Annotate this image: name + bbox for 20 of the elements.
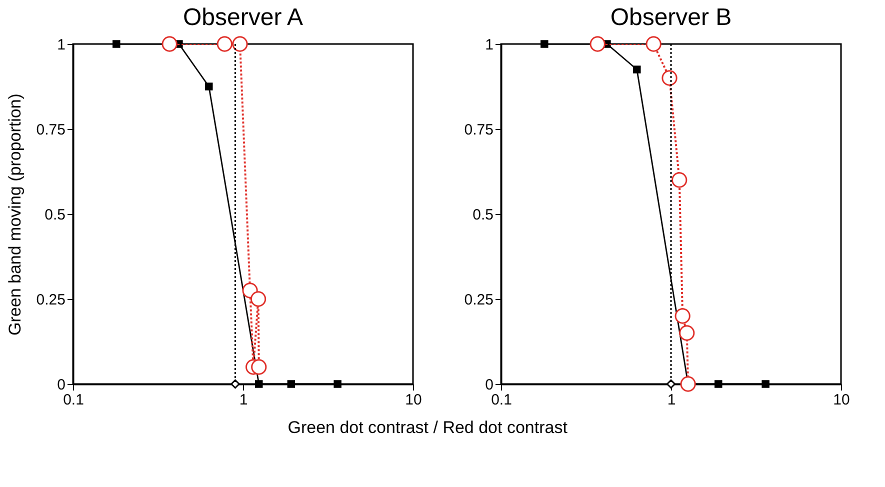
chart-title: Observer B xyxy=(610,4,732,31)
y-tick-label: 0.25 xyxy=(464,292,494,308)
y-tick-label: 0.5 xyxy=(44,206,66,224)
chart-title: Observer A xyxy=(182,4,304,31)
y-axis-title: Green band moving (proportion) xyxy=(5,94,24,336)
y-tick-label: 1 xyxy=(485,36,494,54)
y-tick-label: 0.75 xyxy=(36,122,66,138)
x-tick-label: 10 xyxy=(833,392,850,408)
y-tick-label: 0 xyxy=(57,376,66,394)
y-tick-label: 0 xyxy=(485,376,494,394)
y-tick-label: 0.25 xyxy=(36,292,66,308)
y-tick-label: 1 xyxy=(57,36,66,54)
y-tick-label: 0.75 xyxy=(464,122,494,138)
x-tick-label: 0.1 xyxy=(491,392,512,408)
x-tick-label: 0.1 xyxy=(63,392,84,408)
x-axis-title: Green dot contrast / Red dot contrast xyxy=(288,418,568,437)
x-tick-label: 1 xyxy=(667,392,676,408)
x-tick-label: 10 xyxy=(405,392,422,408)
y-tick-label: 0.5 xyxy=(472,206,494,224)
x-tick-label: 1 xyxy=(239,392,248,408)
